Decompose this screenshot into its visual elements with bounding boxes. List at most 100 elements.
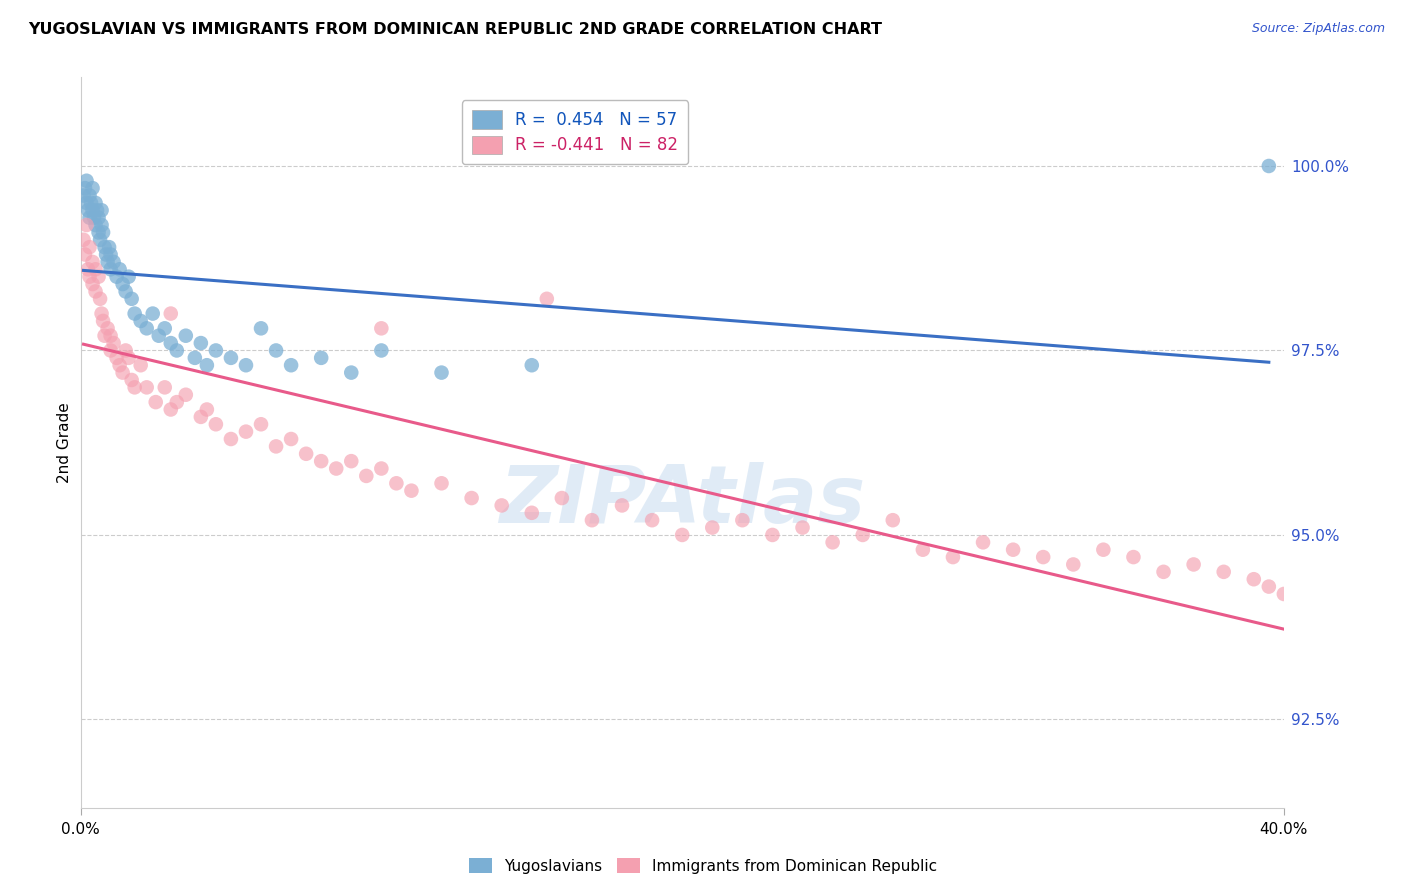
Point bbox=[1182, 558, 1205, 572]
Point bbox=[641, 513, 664, 527]
Point bbox=[295, 447, 318, 461]
Point bbox=[166, 395, 188, 409]
Point bbox=[91, 314, 114, 328]
Text: Source: ZipAtlas.com: Source: ZipAtlas.com bbox=[1251, 22, 1385, 36]
Legend: R =  0.454   N = 57, R = -0.441   N = 82: R = 0.454 N = 57, R = -0.441 N = 82 bbox=[463, 101, 688, 164]
Point bbox=[77, 262, 100, 277]
Point bbox=[1032, 550, 1054, 565]
Point bbox=[1153, 565, 1175, 579]
Point bbox=[174, 388, 197, 402]
Point bbox=[124, 307, 146, 321]
Point bbox=[73, 181, 96, 195]
Point bbox=[82, 255, 104, 269]
Point bbox=[135, 321, 157, 335]
Point bbox=[103, 336, 125, 351]
Point bbox=[87, 211, 110, 225]
Point bbox=[79, 188, 101, 202]
Point bbox=[551, 491, 574, 505]
Point bbox=[250, 417, 273, 432]
Point bbox=[340, 454, 363, 468]
Point bbox=[430, 366, 453, 380]
Point bbox=[124, 380, 146, 394]
Point bbox=[91, 226, 114, 240]
Legend: Yugoslavians, Immigrants from Dominican Republic: Yugoslavians, Immigrants from Dominican … bbox=[463, 852, 943, 880]
Point bbox=[159, 402, 181, 417]
Point bbox=[76, 174, 98, 188]
Point bbox=[108, 358, 131, 372]
Point bbox=[174, 328, 197, 343]
Point bbox=[121, 373, 143, 387]
Point bbox=[98, 240, 121, 254]
Point bbox=[108, 262, 131, 277]
Point bbox=[235, 425, 257, 439]
Point bbox=[195, 402, 218, 417]
Point bbox=[370, 461, 392, 475]
Point bbox=[942, 550, 965, 565]
Point bbox=[250, 321, 273, 335]
Point bbox=[90, 203, 112, 218]
Point bbox=[79, 269, 101, 284]
Point bbox=[370, 343, 392, 358]
Point bbox=[852, 528, 875, 542]
Point bbox=[190, 409, 212, 424]
Point bbox=[610, 499, 633, 513]
Point bbox=[1062, 558, 1084, 572]
Point bbox=[93, 240, 115, 254]
Point bbox=[111, 366, 134, 380]
Point bbox=[90, 218, 112, 232]
Point bbox=[83, 211, 105, 225]
Point bbox=[84, 285, 107, 299]
Point bbox=[309, 351, 332, 365]
Point bbox=[153, 321, 176, 335]
Point bbox=[1257, 159, 1279, 173]
Point bbox=[159, 336, 181, 351]
Point bbox=[84, 195, 107, 210]
Point bbox=[103, 255, 125, 269]
Point bbox=[385, 476, 408, 491]
Point bbox=[82, 277, 104, 291]
Point bbox=[89, 292, 111, 306]
Point bbox=[166, 343, 188, 358]
Point bbox=[76, 218, 98, 232]
Point bbox=[280, 358, 302, 372]
Point bbox=[100, 343, 122, 358]
Point bbox=[97, 255, 120, 269]
Point bbox=[142, 307, 165, 321]
Point bbox=[702, 520, 724, 534]
Point bbox=[84, 218, 107, 232]
Point bbox=[72, 233, 94, 247]
Point bbox=[401, 483, 423, 498]
Point bbox=[100, 262, 122, 277]
Point bbox=[520, 358, 543, 372]
Point bbox=[121, 292, 143, 306]
Point bbox=[129, 314, 152, 328]
Point bbox=[89, 233, 111, 247]
Point bbox=[80, 195, 103, 210]
Point bbox=[195, 358, 218, 372]
Point bbox=[86, 203, 108, 218]
Point bbox=[792, 520, 814, 534]
Point bbox=[82, 181, 104, 195]
Point bbox=[1092, 542, 1115, 557]
Point bbox=[205, 343, 228, 358]
Point bbox=[100, 328, 122, 343]
Point bbox=[76, 195, 98, 210]
Point bbox=[153, 380, 176, 394]
Point bbox=[520, 506, 543, 520]
Point bbox=[340, 366, 363, 380]
Point bbox=[219, 351, 242, 365]
Point bbox=[205, 417, 228, 432]
Point bbox=[882, 513, 904, 527]
Point bbox=[1212, 565, 1234, 579]
Point bbox=[264, 343, 287, 358]
Point bbox=[87, 269, 110, 284]
Point bbox=[581, 513, 603, 527]
Point bbox=[536, 292, 558, 306]
Point bbox=[79, 240, 101, 254]
Point bbox=[460, 491, 482, 505]
Point bbox=[1243, 572, 1265, 586]
Point bbox=[94, 247, 117, 261]
Point bbox=[671, 528, 693, 542]
Point bbox=[73, 247, 96, 261]
Point bbox=[135, 380, 157, 394]
